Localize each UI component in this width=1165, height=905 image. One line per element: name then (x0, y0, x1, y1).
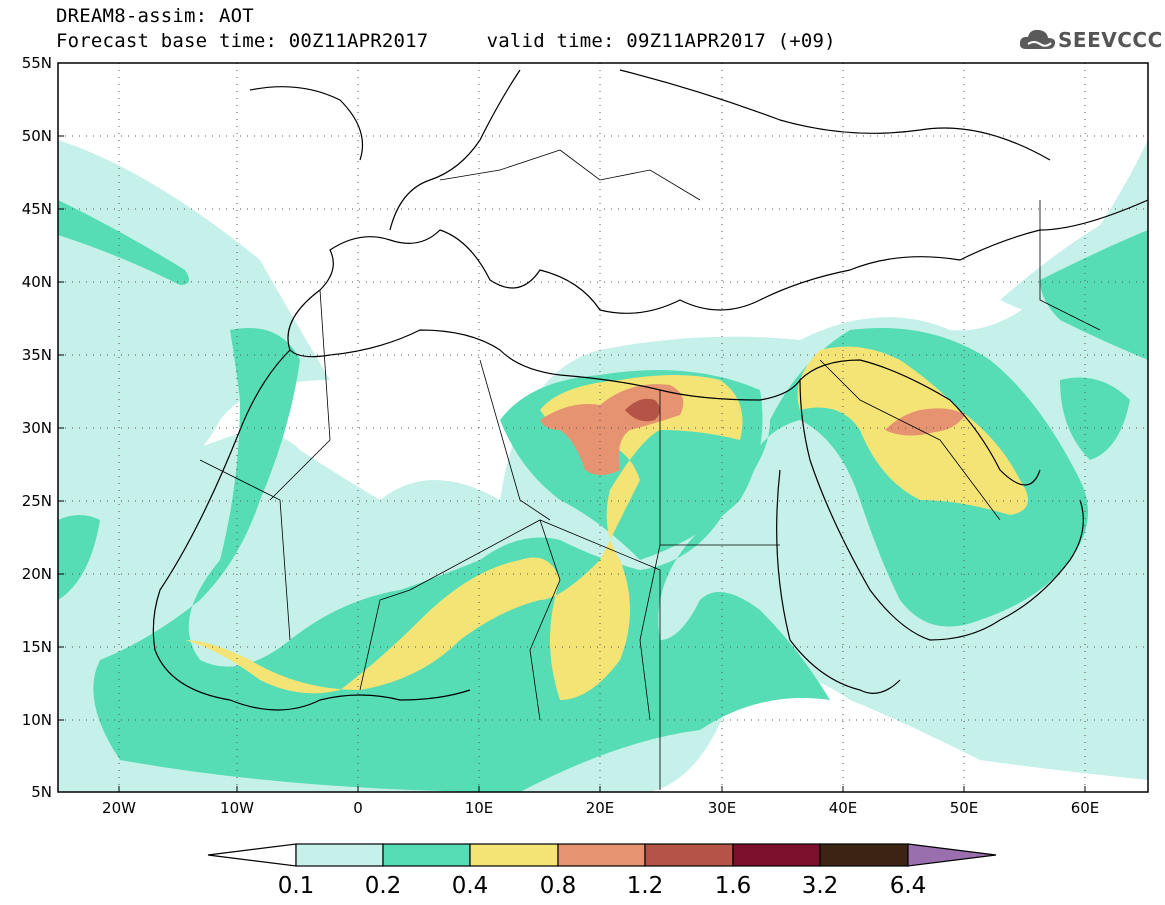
colorbar-swatch (382, 843, 471, 867)
seevccc-logo: SEEVCCC (1018, 23, 1162, 57)
colorbar-label: 0.8 (540, 873, 577, 899)
aot-band-1.2-1.6 (625, 398, 660, 422)
lon-label: 40E (829, 799, 858, 817)
colorbar-swatch (557, 843, 646, 867)
lat-label: 50N (22, 127, 52, 145)
lon-label: 10E (465, 799, 494, 817)
cloud-icon (1019, 29, 1056, 49)
lat-label: 40N (22, 273, 52, 291)
lon-ticks (118, 786, 1086, 792)
colorbar-label: 1.6 (715, 873, 752, 899)
lat-label: 45N (22, 200, 52, 218)
colorbar-label: 1.2 (627, 873, 664, 899)
aot-field (58, 140, 1148, 792)
colorbar-label: 3.2 (802, 873, 839, 899)
lon-label: 20W (102, 799, 136, 817)
lat-label: 10N (22, 711, 52, 729)
lat-ticks (58, 62, 64, 793)
map-title: DREAM8-assim: AOT (56, 5, 254, 27)
lon-label: 20E (586, 799, 615, 817)
colorbar-label: 6.4 (890, 873, 927, 899)
colorbar-swatch (732, 843, 821, 867)
lat-label: 20N (22, 565, 52, 583)
logo-text: SEEVCCC (1058, 28, 1163, 52)
lat-label: 55N (22, 54, 52, 72)
map-grid (58, 63, 1148, 792)
colorbar-arrow-low (207, 843, 297, 867)
colorbar-label: 0.2 (365, 873, 402, 899)
colorbar-arrow-high (907, 843, 997, 867)
lon-label: 30E (708, 799, 737, 817)
coastlines (152, 69, 1148, 711)
colorbar (207, 843, 997, 867)
colorbar-swatch (819, 843, 909, 867)
colorbar-swatch (644, 843, 734, 867)
lon-label: 0 (353, 799, 363, 817)
lat-label: 15N (22, 638, 52, 656)
lon-label: 60E (1071, 799, 1100, 817)
lat-label: 25N (22, 492, 52, 510)
colorbar-swatch (469, 843, 559, 867)
colorbar-label: 0.1 (278, 873, 315, 899)
country-borders (199, 149, 1101, 790)
lon-label: 10W (220, 799, 254, 817)
lat-label: 30N (22, 419, 52, 437)
colorbar-swatch (295, 843, 384, 867)
forecast-times: Forecast base time: 00Z11APR2017 valid t… (56, 30, 836, 52)
lon-label: 50E (950, 799, 979, 817)
colorbar-label: 0.4 (452, 873, 489, 899)
lat-label: 5N (31, 783, 52, 801)
lat-label: 35N (22, 346, 52, 364)
